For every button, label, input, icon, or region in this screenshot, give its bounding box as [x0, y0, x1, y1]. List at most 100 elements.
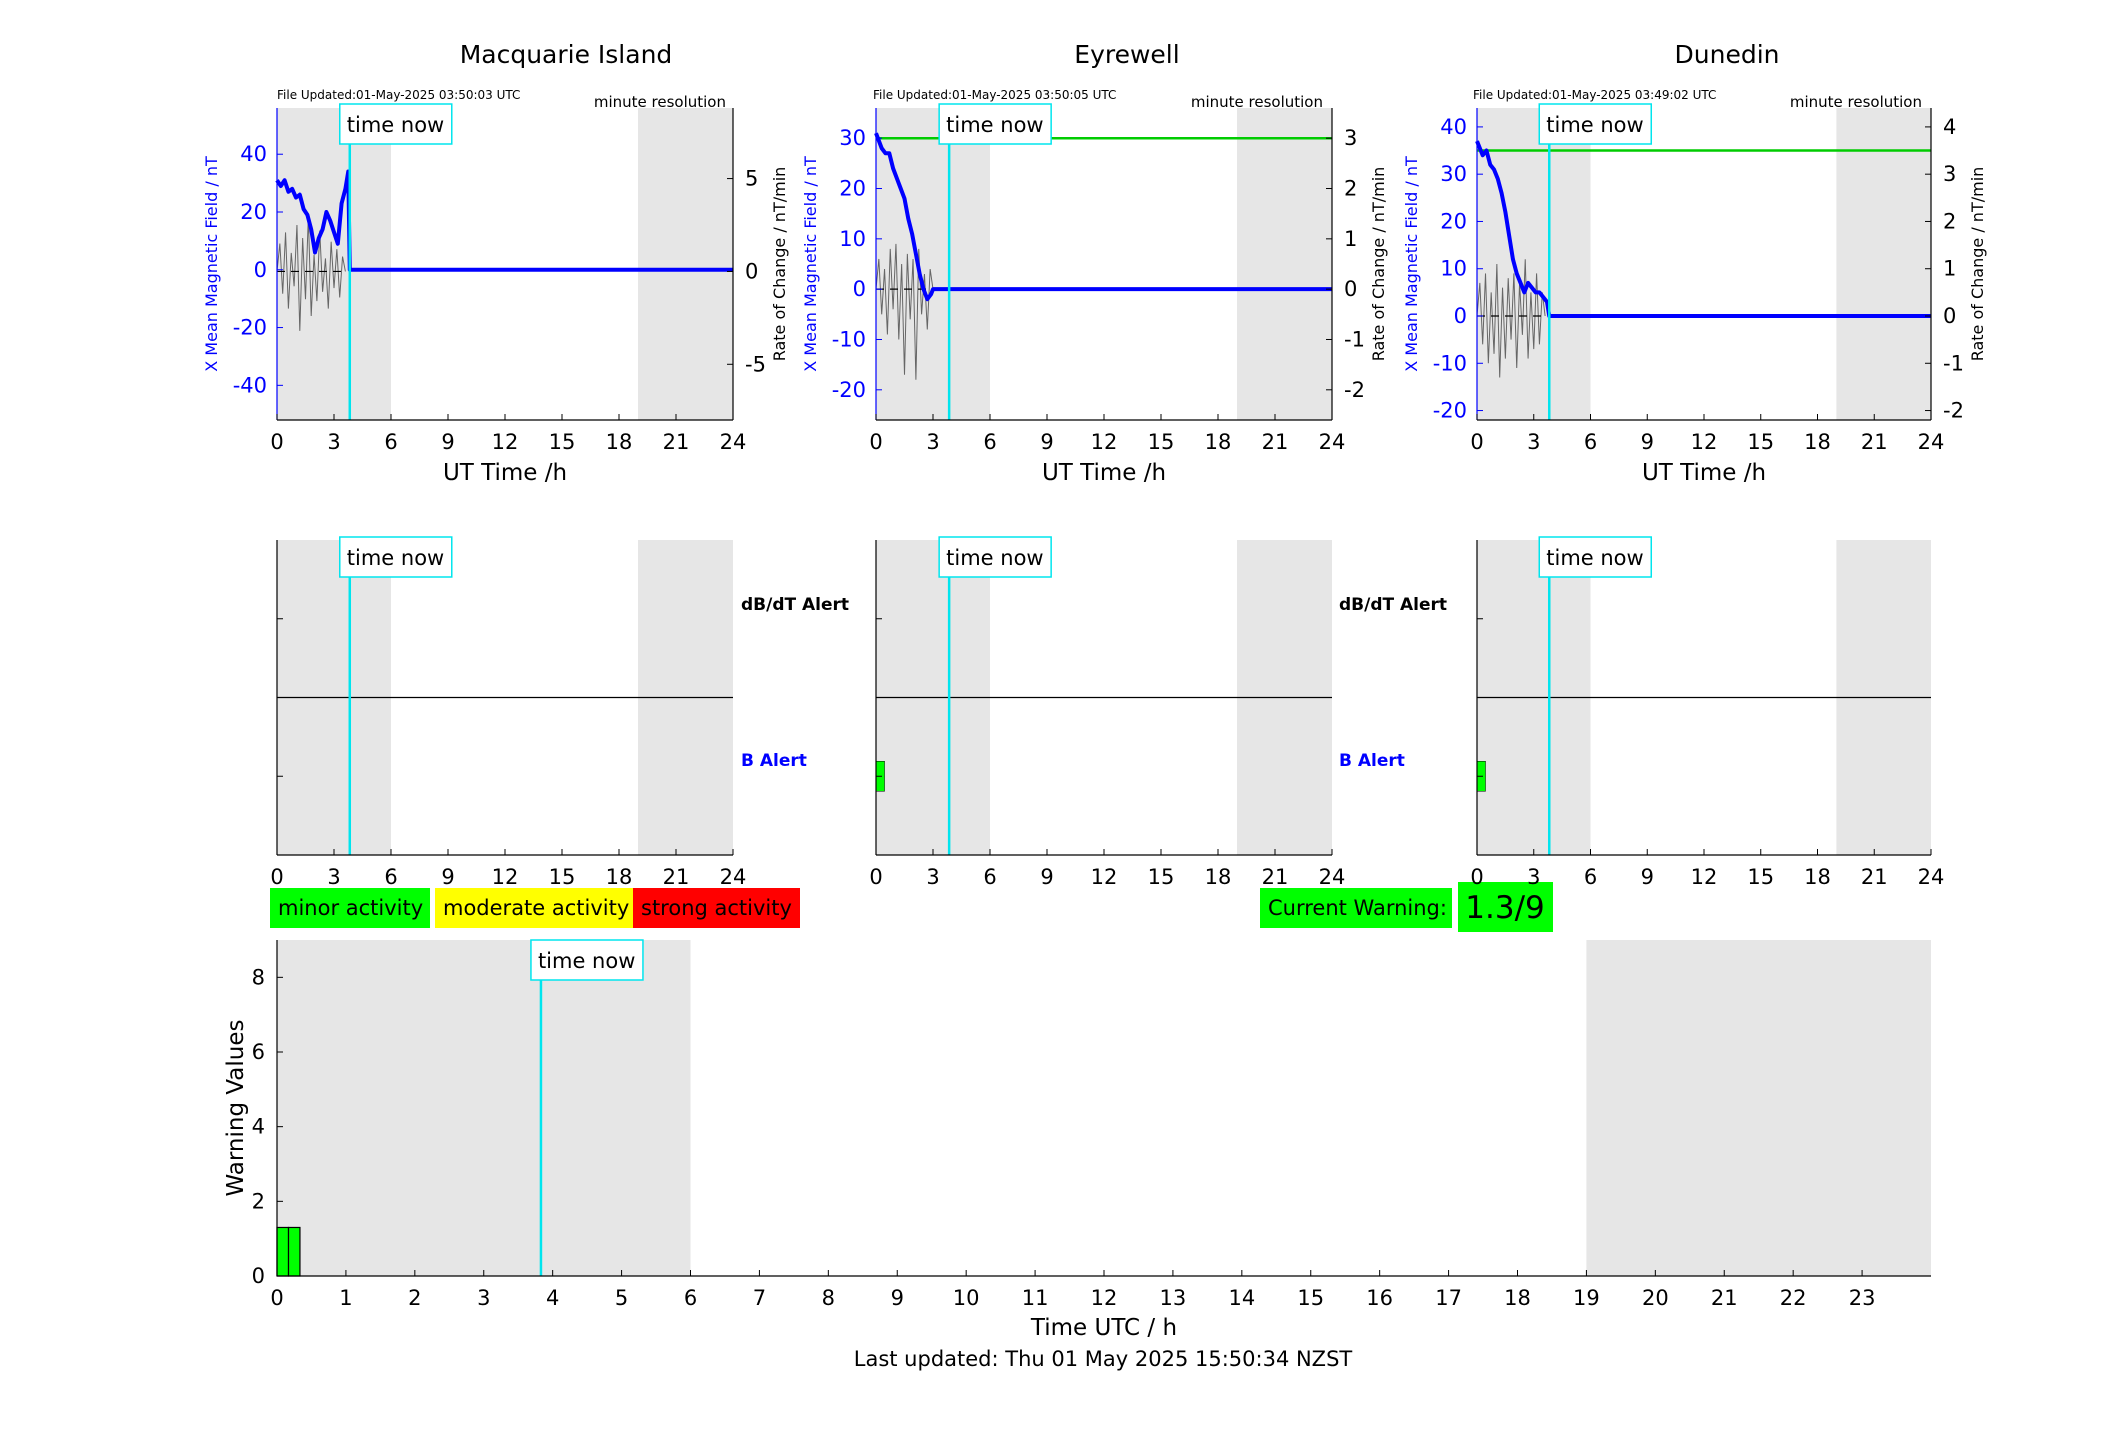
- y-left-tick-label: 10: [839, 227, 866, 251]
- x-field-line: [874, 132, 1332, 302]
- legend-minor-label: minor activity: [278, 896, 423, 920]
- warning-bar: [276, 1226, 290, 1277]
- y-left-axis-label: X Mean Magnetic Field / nT: [1402, 156, 1421, 372]
- y-left-tick-label: 30: [839, 126, 866, 150]
- y-left-tick-label: 40: [240, 142, 267, 166]
- x-tick-label: 21: [1262, 865, 1289, 889]
- y-right-tick-label: 1: [1943, 257, 1956, 281]
- file-updated-macquarie: File Updated:01-May-2025 03:50:03 UTC: [277, 88, 520, 102]
- x-tick-label: 21: [1711, 1286, 1738, 1310]
- x-tick-label: 2: [408, 1286, 421, 1310]
- y-right-axis-label: Rate of Change / nT/min: [770, 167, 789, 362]
- y-right-tick-label: 0: [1943, 304, 1956, 328]
- y-right-tick-label: -2: [1344, 378, 1365, 402]
- time-now-label: time now: [946, 113, 1043, 137]
- x-tick-label: 12: [1091, 865, 1118, 889]
- y-right-tick-label: 3: [1344, 126, 1357, 150]
- rate-of-change-line: [276, 215, 346, 331]
- x-tick-label: 15: [549, 430, 576, 454]
- x-field-line: [275, 169, 733, 272]
- x-tick-label: 18: [1804, 430, 1831, 454]
- time-now-label: time now: [347, 113, 444, 137]
- x-tick-label: 18: [606, 865, 633, 889]
- dbdt-alert-label-macquarie: dB/dT Alert: [741, 595, 849, 615]
- time-now-box: [1538, 536, 1653, 578]
- x-tick-label: 15: [1148, 430, 1175, 454]
- legend-moderate-label: moderate activity: [443, 896, 629, 920]
- legend-strong-swatch: [633, 888, 800, 928]
- time-now-box: [1538, 103, 1653, 145]
- x-tick-label: 9: [891, 1286, 904, 1310]
- y-right-tick-label: -1: [1344, 327, 1365, 351]
- x-tick-label: 5: [615, 1286, 628, 1310]
- y-left-tick-label: 10: [1440, 257, 1467, 281]
- y-left-tick-label: 40: [1440, 115, 1467, 139]
- x-tick-label: 6: [983, 865, 996, 889]
- time-now-box: [339, 536, 453, 578]
- x-tick-label: 0: [1470, 865, 1483, 889]
- time-now-box: [530, 939, 644, 981]
- y-tick-label: 2: [252, 1189, 265, 1213]
- y-left-tick-label: 20: [839, 177, 866, 201]
- x-tick-label: 15: [1297, 1286, 1324, 1310]
- y-right-tick-label: 4: [1943, 115, 1956, 139]
- x-tick-label: 3: [1527, 865, 1540, 889]
- x-axis-label: UT Time /h: [1042, 460, 1166, 486]
- x-axis-label: Time UTC / h: [1030, 1315, 1177, 1341]
- y-left-tick-label: 20: [1440, 209, 1467, 233]
- x-tick-label: 9: [1040, 865, 1053, 889]
- x-tick-label: 12: [492, 430, 519, 454]
- y-tick-label: 4: [252, 1115, 265, 1139]
- x-tick-label: 15: [1747, 865, 1774, 889]
- station-title-dunedin: Dunedin: [1675, 40, 1780, 69]
- resolution-note-eyrewell: minute resolution: [1191, 93, 1323, 111]
- x-tick-label: 6: [384, 865, 397, 889]
- x-tick-label: 12: [1691, 430, 1718, 454]
- x-tick-label: 18: [606, 430, 633, 454]
- b-alert-label-macquarie: B Alert: [741, 751, 807, 771]
- x-tick-label: 11: [1022, 1286, 1049, 1310]
- time-now-box: [938, 536, 1052, 578]
- x-tick-label: 24: [720, 865, 747, 889]
- x-tick-label: 15: [549, 865, 576, 889]
- x-tick-label: 14: [1228, 1286, 1255, 1310]
- y-right-tick-label: -2: [1943, 399, 1964, 423]
- x-tick-label: 21: [663, 430, 690, 454]
- current-warning-label: Current Warning:: [1268, 896, 1447, 920]
- x-tick-label: 0: [869, 430, 882, 454]
- time-now-label: time now: [1546, 113, 1643, 137]
- y-left-tick-label: 0: [1454, 304, 1467, 328]
- night-shade-0: [277, 108, 391, 420]
- x-tick-label: 24: [1918, 430, 1945, 454]
- night-shade-0: [277, 940, 691, 1276]
- y-right-tick-label: 2: [1943, 209, 1956, 233]
- x-axis-label: UT Time /h: [443, 460, 567, 486]
- footer-last-updated: Last updated: Thu 01 May 2025 15:50:34 N…: [854, 1347, 1353, 1371]
- x-tick-label: 9: [441, 865, 454, 889]
- y-left-tick-label: -20: [1433, 399, 1467, 423]
- y-left-tick-label: -20: [233, 316, 267, 340]
- x-tick-label: 18: [1205, 430, 1232, 454]
- current-warning-label-box: [1260, 888, 1452, 928]
- x-tick-label: 22: [1780, 1286, 1807, 1310]
- current-warning-value: 1.3/9: [1465, 890, 1544, 926]
- x-tick-label: 9: [1641, 430, 1654, 454]
- x-tick-label: 0: [1470, 430, 1483, 454]
- y-right-tick-label: 0: [745, 259, 758, 283]
- legend-minor-swatch: [270, 888, 430, 928]
- y-right-axis-label: Rate of Change / nT/min: [1369, 167, 1388, 362]
- x-tick-label: 24: [1319, 865, 1346, 889]
- x-tick-label: 10: [953, 1286, 980, 1310]
- y-left-tick-label: 20: [240, 200, 267, 224]
- y-right-axis-label: Rate of Change / nT/min: [1968, 167, 1987, 362]
- night-shade-1: [1836, 108, 1931, 420]
- current-warning-value-box: [1458, 882, 1553, 932]
- x-tick-label: 21: [1861, 430, 1888, 454]
- y-right-tick-label: -1: [1943, 351, 1964, 375]
- x-tick-label: 3: [477, 1286, 490, 1310]
